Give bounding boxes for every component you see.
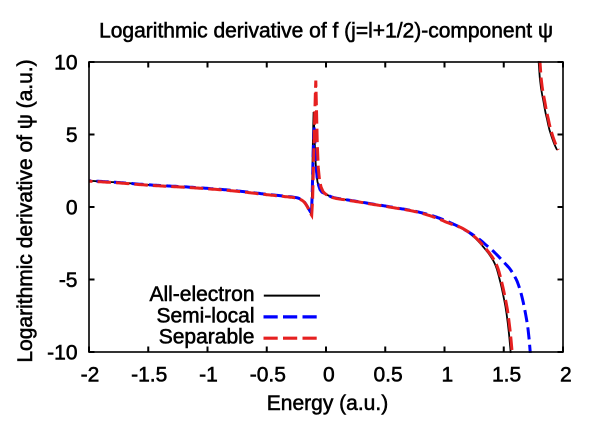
- svg-text:10: 10: [54, 52, 77, 75]
- svg-text:Logarithmic derivative of f (j: Logarithmic derivative of f (j=l+1/2)-co…: [99, 20, 553, 43]
- svg-text:Semi-local: Semi-local: [156, 304, 254, 327]
- svg-text:Separable: Separable: [159, 326, 255, 349]
- svg-text:All-electron: All-electron: [149, 283, 254, 306]
- svg-text:-5: -5: [59, 269, 78, 292]
- svg-text:0: 0: [323, 364, 335, 387]
- svg-text:5: 5: [66, 124, 78, 147]
- svg-text:-2: -2: [81, 364, 100, 387]
- svg-text:-1: -1: [199, 364, 218, 387]
- svg-text:Logarithmic derivative of ψ (a: Logarithmic derivative of ψ (a.u.): [14, 59, 37, 362]
- svg-text:-10: -10: [47, 342, 77, 365]
- svg-text:1: 1: [441, 364, 453, 387]
- svg-text:1.5: 1.5: [492, 364, 521, 387]
- svg-text:2: 2: [560, 364, 572, 387]
- svg-text:Energy (a.u.): Energy (a.u.): [267, 392, 388, 415]
- svg-text:0.5: 0.5: [373, 364, 402, 387]
- svg-text:-1.5: -1.5: [131, 364, 167, 387]
- svg-text:-0.5: -0.5: [250, 364, 286, 387]
- svg-text:0: 0: [66, 197, 78, 220]
